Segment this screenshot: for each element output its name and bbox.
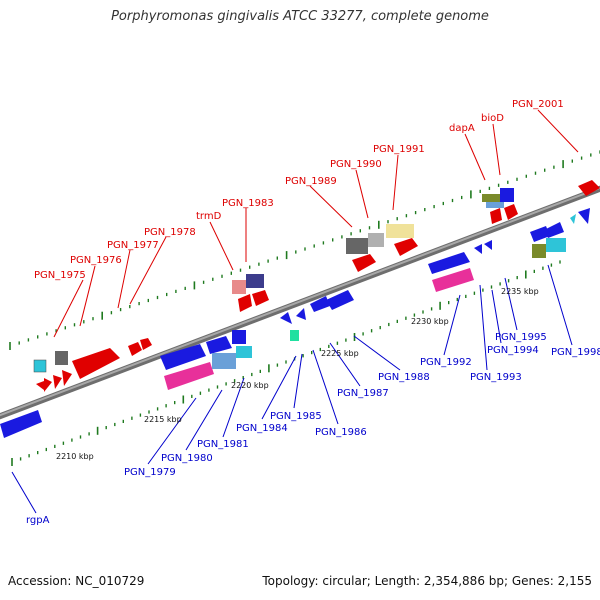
gene-feature xyxy=(140,338,152,350)
gene-label-pgn-1988: PGN_1988 xyxy=(378,372,430,383)
gene-feature xyxy=(160,344,206,370)
gene-feature xyxy=(296,308,306,320)
gene-feature xyxy=(428,252,470,274)
gene-label-pgn-1978: PGN_1978 xyxy=(144,227,196,238)
forward-genes xyxy=(33,180,600,392)
gene-label-pgn-1994: PGN_1994 xyxy=(487,345,539,356)
kbp-2235-label: 2235 kbp xyxy=(501,287,539,296)
gene-feature xyxy=(0,410,42,438)
genome-backbone xyxy=(0,185,600,420)
gene-feature xyxy=(484,240,492,250)
gene-feature xyxy=(500,188,514,202)
gene-feature xyxy=(238,294,252,312)
gene-feature xyxy=(326,290,354,310)
gene-feature xyxy=(280,312,292,324)
gene-label-pgn-1981: PGN_1981 xyxy=(197,439,249,450)
gene-feature xyxy=(206,336,232,354)
gene-label-pgn-1977: PGN_1977 xyxy=(107,240,159,251)
gene-label-pgn-1984: PGN_1984 xyxy=(236,423,288,434)
gene-feature xyxy=(290,330,299,341)
gene-label-pgn-1980: PGN_1980 xyxy=(161,453,213,464)
reverse-connectors xyxy=(11,264,573,514)
gene-feature xyxy=(474,244,482,254)
gene-label-pgn-1990: PGN_1990 xyxy=(330,159,382,170)
gene-feature xyxy=(62,370,72,386)
gene-feature xyxy=(55,351,68,365)
gene-label-pgn-1989: PGN_1989 xyxy=(285,176,337,187)
gene-label-biod: bioD xyxy=(481,113,504,124)
scale-labels: 2210 kbp 2215 kbp 2220 kbp 2225 kbp 2230… xyxy=(56,287,539,461)
gene-feature xyxy=(310,296,330,312)
gene-feature xyxy=(544,222,564,238)
kbp-2215-label: 2215 kbp xyxy=(144,415,182,424)
gene-label-pgn-1992: PGN_1992 xyxy=(420,357,472,368)
kbp-2225-label: 2225 kbp xyxy=(321,349,359,358)
gene-label-pgn-1987: PGN_1987 xyxy=(337,388,389,399)
kbp-2220-label: 2220 kbp xyxy=(231,381,269,390)
gene-label-dapa: dapA xyxy=(449,123,475,134)
gene-feature xyxy=(232,280,246,294)
gene-label-pgn-1975: PGN_1975 xyxy=(34,270,86,281)
gene-label-pgn-1976: PGN_1976 xyxy=(70,255,122,266)
gene-feature xyxy=(232,330,246,344)
genome-summary-text: Topology: circular; Length: 2,354,886 bp… xyxy=(262,574,592,588)
gene-feature xyxy=(532,244,546,258)
gene-label-pgn-1979: PGN_1979 xyxy=(124,467,176,478)
gene-label-pgn-1993: PGN_1993 xyxy=(470,372,522,383)
gene-feature xyxy=(386,224,414,238)
gene-feature xyxy=(432,268,474,292)
gene-label-pgn-2001: PGN_2001 xyxy=(512,99,564,110)
gene-feature xyxy=(246,274,264,288)
gene-label-pgn-1986: PGN_1986 xyxy=(315,427,367,438)
reverse-gene-labels: rgpA PGN_1979 PGN_1980 PGN_1981 PGN_1984… xyxy=(26,332,600,526)
gene-feature xyxy=(486,202,504,208)
gene-feature xyxy=(212,353,236,369)
gene-feature xyxy=(482,194,500,202)
gene-label-rgpa: rgpA xyxy=(26,515,50,526)
gene-label-pgn-1998: PGN_1998 xyxy=(551,347,600,358)
gene-feature xyxy=(252,290,269,306)
gene-label-pgn-1995: PGN_1995 xyxy=(495,332,547,343)
gene-feature xyxy=(128,342,142,356)
tick-rows xyxy=(9,150,600,466)
kbp-2230-label: 2230 kbp xyxy=(411,317,449,326)
gene-feature xyxy=(504,204,518,220)
gene-label-trmd: trmD xyxy=(196,211,222,222)
gene-feature xyxy=(72,348,120,379)
forward-connectors xyxy=(53,109,579,338)
map-title: Porphyromonas gingivalis ATCC 33277, com… xyxy=(111,9,489,24)
gene-feature xyxy=(490,208,502,224)
gene-feature xyxy=(53,375,62,389)
gene-feature xyxy=(236,346,252,358)
gene-feature xyxy=(394,238,418,256)
gene-label-pgn-1991: PGN_1991 xyxy=(373,144,425,155)
accession-text: Accession: NC_010729 xyxy=(8,574,145,588)
gene-feature xyxy=(164,362,214,390)
gene-feature xyxy=(352,254,376,272)
gene-feature xyxy=(570,214,576,224)
gene-label-pgn-1985: PGN_1985 xyxy=(270,411,322,422)
gene-feature xyxy=(578,180,600,196)
gene-feature xyxy=(36,381,44,390)
gene-label-pgn-1983: PGN_1983 xyxy=(222,198,274,209)
gene-feature xyxy=(578,208,590,224)
gene-feature xyxy=(546,238,566,252)
gene-feature xyxy=(33,359,47,373)
gene-feature xyxy=(346,238,368,254)
reverse-genes xyxy=(0,208,590,438)
kbp-2210-label: 2210 kbp xyxy=(56,452,94,461)
gene-feature xyxy=(368,233,384,247)
gene-feature xyxy=(44,378,52,392)
forward-gene-labels: PGN_1975 PGN_1976 PGN_1977 PGN_1978 trmD… xyxy=(34,99,564,281)
